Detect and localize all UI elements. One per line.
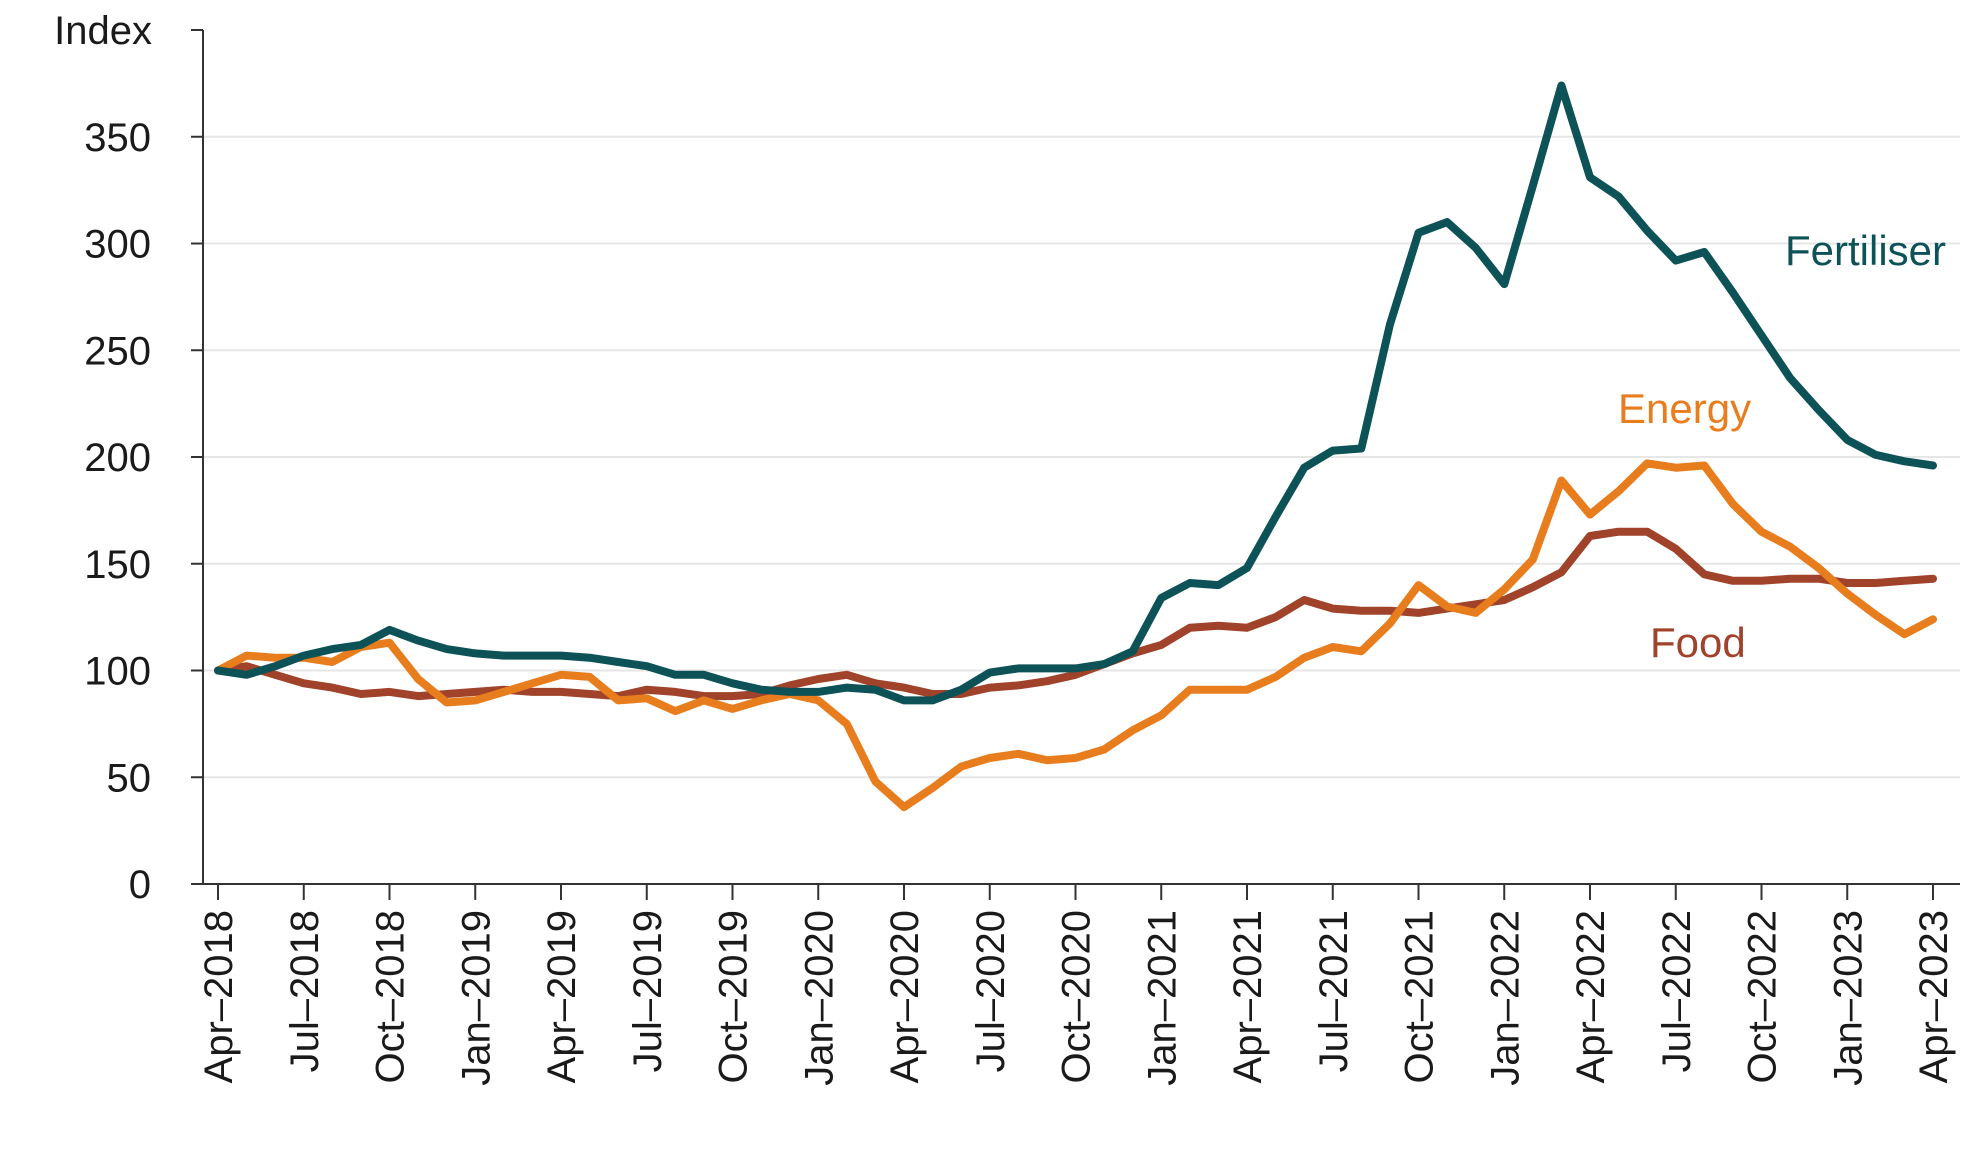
series-label-food: Food <box>1650 619 1746 666</box>
x-tick-label: Jan–2021 <box>1140 910 1184 1086</box>
y-tick-label: 100 <box>84 650 151 694</box>
y-tick-label: 350 <box>84 116 151 160</box>
y-tick-label: 50 <box>107 756 152 800</box>
y-tick-label: 0 <box>129 863 151 907</box>
x-tick-label: Apr–2023 <box>1912 910 1956 1083</box>
y-axis: 0 50 100 150 200 250 300 350 <box>84 29 204 907</box>
x-tick-label: Apr–2021 <box>1226 910 1270 1083</box>
series-label-fertiliser: Fertiliser <box>1785 227 1946 274</box>
series-lines <box>214 81 1937 812</box>
x-tick-label: Oct–2019 <box>712 910 756 1083</box>
series-line-energy <box>214 459 1937 812</box>
x-tick-label: Apr–2018 <box>197 910 241 1083</box>
gridlines <box>203 135 1960 779</box>
x-tick-label: Jan–2022 <box>1483 910 1527 1086</box>
series-label-energy: Energy <box>1618 385 1751 432</box>
y-tick-label: 250 <box>84 329 151 373</box>
x-tick-label: Oct–2022 <box>1741 910 1785 1083</box>
x-tick-label: Oct–2018 <box>369 910 413 1083</box>
x-tick-label: Jul–2021 <box>1312 910 1356 1072</box>
x-tick-label: Apr–2020 <box>883 910 927 1083</box>
x-tick-label: Jul–2019 <box>626 910 670 1072</box>
x-tick-label: Apr–2022 <box>1569 910 1613 1083</box>
x-tick-label: Jul–2020 <box>969 910 1013 1072</box>
y-tick-label: 300 <box>84 223 151 267</box>
x-tick-label: Apr–2019 <box>540 910 584 1083</box>
x-tick-label: Jul–2018 <box>283 910 327 1072</box>
x-tick-label: Oct–2020 <box>1055 910 1099 1083</box>
x-tick-label: Jan–2020 <box>797 910 841 1086</box>
y-axis-title: Index <box>54 9 152 53</box>
x-tick-label: Oct–2021 <box>1398 910 1442 1083</box>
series-line-fertiliser <box>214 81 1937 705</box>
y-tick-label: 200 <box>84 436 151 480</box>
x-tick-label: Jan–2019 <box>454 910 498 1086</box>
x-axis: Apr–2018 Jul–2018 Oct–2018 Jan–2019 Apr–2019… <box>197 883 1960 1086</box>
x-tick-label: Jul–2022 <box>1655 910 1699 1072</box>
series-labels: Fertiliser Energy Food <box>1618 227 1946 666</box>
y-tick-label: 150 <box>84 543 151 587</box>
x-tick-label: Jan–2023 <box>1826 910 1870 1086</box>
